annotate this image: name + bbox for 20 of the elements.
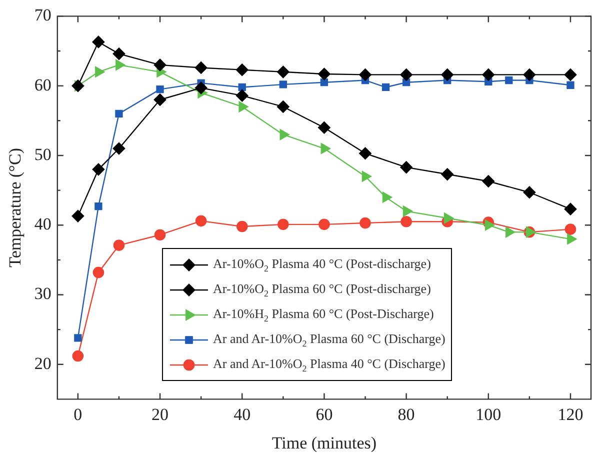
y-tick-label: 50 bbox=[34, 144, 52, 164]
y-axis-title: Temperature (°C) bbox=[6, 148, 25, 268]
y-tick-label: 20 bbox=[34, 354, 52, 373]
legend-label: Ar-10%O$_{2}$ Plasma 60 °C (Post-discharge) bbox=[213, 280, 431, 298]
x-tick-label: 0 bbox=[74, 404, 82, 424]
x-tick-label: 20 bbox=[152, 404, 169, 424]
legend-label: Ar and Ar-10%O$_{2}$ Plasma 60 °C (Discharge) bbox=[213, 330, 446, 348]
y-tick-label: 40 bbox=[34, 214, 52, 234]
y-tick-label: 60 bbox=[34, 75, 52, 94]
y-tick-label: 30 bbox=[34, 284, 52, 304]
y-tick-label: 70 bbox=[34, 6, 52, 25]
legend-label: Ar-10%O$_{2}$ Plasma 40 °C (Post-discharge) bbox=[213, 256, 431, 274]
x-tick-label: 40 bbox=[234, 404, 251, 424]
legend-label: Ar-10%H$_{2}$ Plasma 60 °C (Post-Discharge) bbox=[213, 306, 434, 324]
x-tick-label: 80 bbox=[398, 404, 415, 424]
x-axis-title: Time (minutes) bbox=[272, 433, 377, 452]
x-tick-label: 100 bbox=[476, 404, 502, 424]
x-tick-label: 120 bbox=[558, 404, 584, 424]
legend-label: Ar and Ar-10%O$_{2}$ Plasma 40 °C (Discharge) bbox=[213, 356, 446, 374]
x-tick-label: 60 bbox=[316, 404, 333, 424]
